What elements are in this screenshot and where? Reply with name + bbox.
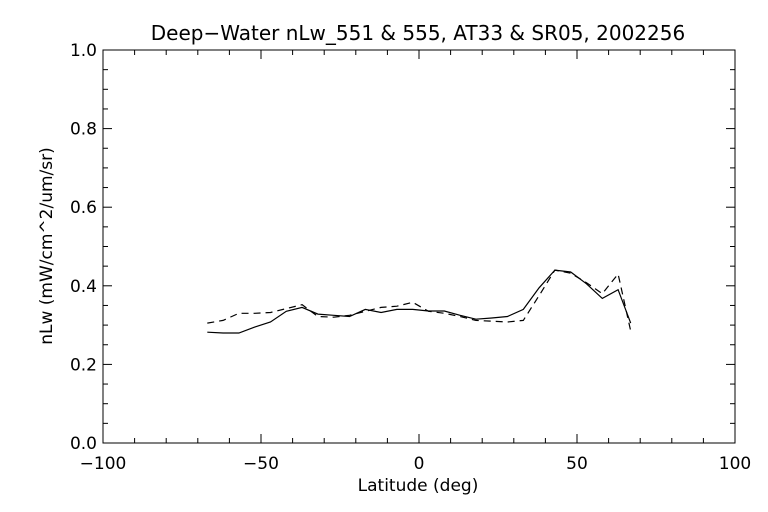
x-tick-label: −100 [80, 454, 127, 474]
x-axis-label: Latitude (deg) [358, 476, 479, 496]
y-tick-label: 0.8 [70, 120, 97, 140]
y-axis-label: nLw (mW/cm^2/um/sr) [37, 147, 57, 345]
series-dashed-line [207, 269, 632, 332]
chart-title: Deep−Water nLw_551 & 555, AT33 & SR05, 2… [151, 21, 685, 45]
x-axis: −100 −50 0 50 100 [80, 50, 751, 474]
y-axis: 0.0 0.2 0.4 0.6 0.8 1.0 [70, 41, 735, 454]
x-tick-label: −50 [243, 454, 279, 474]
x-tick-label: 50 [566, 454, 588, 474]
x-tick-label: 100 [719, 454, 751, 474]
y-tick-label: 0.6 [70, 198, 97, 218]
series-solid-line [207, 269, 632, 334]
plot-series [207, 269, 632, 334]
y-tick-label: 0.0 [70, 434, 97, 454]
y-tick-label: 0.4 [70, 277, 97, 297]
plot-frame [102, 49, 736, 444]
x-tick-label: 0 [414, 454, 425, 474]
y-tick-label: 0.2 [70, 355, 97, 375]
y-tick-label: 1.0 [70, 41, 97, 61]
